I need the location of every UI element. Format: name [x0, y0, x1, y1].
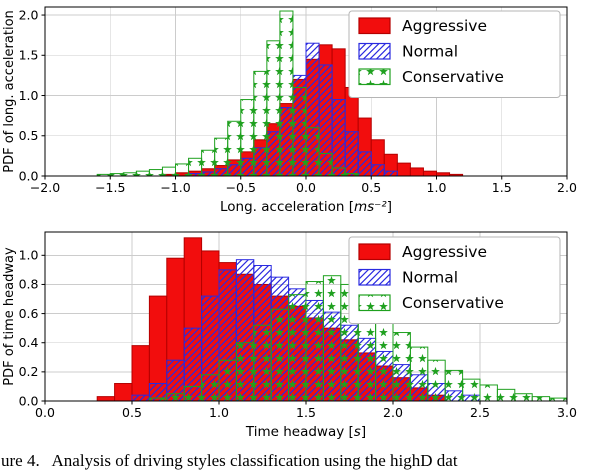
series-conservative: [96, 10, 359, 177]
svg-text:0.5: 0.5: [19, 128, 39, 143]
legend-label-conservative: Conservative: [402, 68, 504, 86]
svg-text:1.0: 1.0: [19, 248, 39, 263]
legend-swatch-conservative: [358, 294, 391, 312]
svg-text:0.0: 0.0: [296, 180, 316, 195]
ticks: 0.0 0.5 1.0 1.5 2.0 2.5 3.0 0.0 0.2 0.4 0.6 0.8 1.0: [19, 248, 577, 420]
legend-label-normal: Normal: [402, 269, 458, 287]
svg-text:0.5: 0.5: [122, 405, 142, 420]
svg-text:−0.5: −0.5: [226, 180, 256, 195]
svg-text:1.5: 1.5: [19, 48, 39, 63]
svg-text:0.8: 0.8: [19, 277, 39, 292]
legend-swatch-normal: [358, 268, 391, 286]
svg-text:2.0: 2.0: [383, 405, 403, 420]
legend-label-aggressive: Aggressive: [402, 17, 487, 35]
svg-text:1.0: 1.0: [19, 88, 39, 103]
svg-text:−1.5: −1.5: [95, 180, 125, 195]
legend-swatch-conservative: [358, 68, 391, 86]
svg-text:0.6: 0.6: [19, 306, 39, 321]
svg-text:1.0: 1.0: [427, 180, 447, 195]
svg-text:2.0: 2.0: [557, 180, 577, 195]
svg-text:0.5: 0.5: [361, 180, 381, 195]
legend-swatch-aggressive: [358, 17, 391, 35]
legend-swatch-aggressive: [358, 243, 391, 261]
svg-text:−1.0: −1.0: [160, 180, 190, 195]
ticks: −2.0 −1.5 −1.0 −0.5 0.0 0.5 1.0 1.5 2.0 0.0 0.5 1.0…: [19, 7, 577, 195]
legend-label-conservative: Conservative: [402, 294, 504, 312]
svg-text:0.2: 0.2: [19, 364, 39, 379]
svg-text:0.0: 0.0: [19, 168, 39, 183]
legend-label-normal: Normal: [402, 43, 458, 61]
svg-text:1.0: 1.0: [209, 405, 229, 420]
figure-caption: ure 4. Analysis of driving styles classi…: [1, 451, 458, 470]
legend-label-aggressive: Aggressive: [402, 243, 487, 261]
svg-text:1.5: 1.5: [296, 405, 316, 420]
legend-swatch-normal: [358, 42, 391, 60]
legend: Aggressive Normal Conservative: [348, 236, 561, 324]
svg-text:1.5: 1.5: [492, 180, 512, 195]
y-axis-label: PDF of long. acceleration: [2, 10, 17, 173]
svg-text:0.4: 0.4: [19, 335, 39, 350]
svg-text:3.0: 3.0: [557, 405, 577, 420]
y-axis-label: PDF of time headway: [2, 247, 17, 386]
svg-text:2.5: 2.5: [470, 405, 490, 420]
headway-pdf-chart: 0.0 0.5 1.0 1.5 2.0 2.5 3.0 0.0 0.2 0.4 0.6 0.8 1.0 T…: [2, 231, 577, 440]
x-axis-label: Time headway [s]: [245, 424, 366, 440]
acceleration-pdf-chart: −2.0 −1.5 −1.0 −0.5 0.0 0.5 1.0 1.5 2.0 0.0 0.5 1.0…: [2, 6, 577, 215]
svg-text:0.0: 0.0: [35, 405, 55, 420]
svg-text:2.0: 2.0: [19, 7, 39, 22]
svg-text:−2.0: −2.0: [30, 180, 60, 195]
x-axis-label: Long. acceleration [ms⁻²]: [220, 199, 392, 215]
svg-text:0.0: 0.0: [19, 393, 39, 408]
series-conservative: [148, 275, 568, 402]
legend: Aggressive Normal Conservative: [348, 10, 561, 98]
